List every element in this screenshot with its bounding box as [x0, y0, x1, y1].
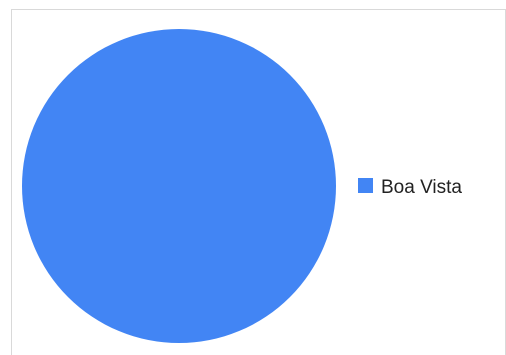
pie-slices: [22, 29, 336, 343]
legend: Boa Vista: [358, 177, 462, 198]
legend-swatch: [358, 178, 373, 193]
legend-label: Boa Vista: [381, 177, 462, 198]
pie-slice[interactable]: [22, 29, 336, 343]
